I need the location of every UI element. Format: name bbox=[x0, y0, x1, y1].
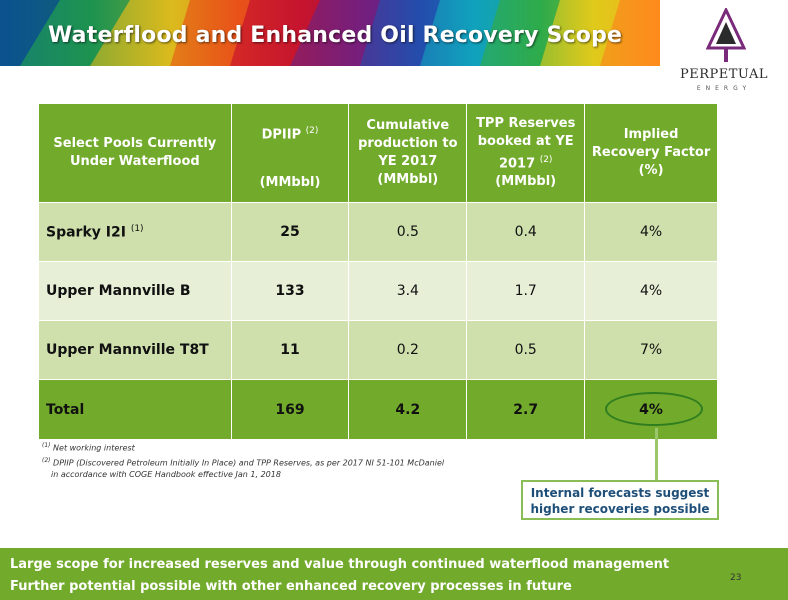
total-label: Total bbox=[38, 379, 232, 440]
table-row: Upper Mannville B 133 3.4 1.7 4% bbox=[38, 261, 718, 321]
waterflood-table: Select Pools Currently Under Waterflood … bbox=[38, 103, 718, 440]
header-dpiip-footnote: (2) bbox=[305, 126, 319, 136]
pool-footnote: (1) bbox=[130, 223, 144, 234]
page-title: Waterflood and Enhanced Oil Recovery Sco… bbox=[48, 23, 623, 48]
header-tpp: TPP Reserves booked at YE 2017 (2) (MMbb… bbox=[466, 103, 586, 203]
header-tpp-label: TPP Reserves booked at YE 2017 bbox=[476, 115, 576, 172]
pool-name: Upper Mannville B bbox=[46, 283, 191, 299]
company-logo: PERPETUAL ENERGY bbox=[660, 0, 788, 100]
footnote-1: (1) Net working interest bbox=[42, 440, 502, 455]
header-banner: Waterflood and Enhanced Oil Recovery Sco… bbox=[0, 0, 660, 66]
callout-connector bbox=[655, 428, 658, 480]
footnote-1-mark: (1) bbox=[42, 442, 51, 449]
header-tpp-unit: (MMbbl) bbox=[495, 174, 557, 190]
tpp-cell: 0.4 bbox=[466, 202, 586, 262]
footnote-2-continued: in accordance with COGE Handbook effecti… bbox=[51, 470, 281, 480]
pool-name: Sparky I2I bbox=[46, 224, 126, 241]
table-row: Upper Mannville T8T 11 0.2 0.5 7% bbox=[38, 320, 718, 380]
page-number: 23 bbox=[730, 573, 742, 583]
bottom-line-2: Further potential possible with other en… bbox=[10, 579, 572, 594]
header-pools: Select Pools Currently Under Waterflood bbox=[38, 103, 232, 203]
footnote-2: (2) DPIIP (Discovered Petroleum Initiall… bbox=[42, 455, 502, 470]
pool-name: Upper Mannville T8T bbox=[46, 342, 209, 358]
pool-name-cell: Upper Mannville T8T bbox=[38, 320, 232, 380]
header-recovery: Implied Recovery Factor (%) bbox=[584, 103, 718, 203]
table-total-row: Total 169 4.2 2.7 4% bbox=[38, 379, 718, 440]
header-dpiip-label: DPIIP bbox=[261, 127, 302, 143]
total-cumulative: 4.2 bbox=[348, 379, 468, 440]
dpiip-cell: 11 bbox=[230, 320, 350, 380]
table-header-row: Select Pools Currently Under Waterflood … bbox=[38, 103, 718, 203]
table-row: Sparky I2I (1) 25 0.5 0.4 4% bbox=[38, 202, 718, 262]
recovery-cell: 4% bbox=[584, 202, 718, 262]
cumulative-cell: 3.4 bbox=[348, 261, 468, 321]
pool-name-cell: Sparky I2I (1) bbox=[38, 202, 232, 262]
logo-subtitle: ENERGY bbox=[696, 85, 752, 92]
bottom-banner: Large scope for increased reserves and v… bbox=[0, 548, 788, 600]
callout-box: Internal forecasts suggest higher recove… bbox=[521, 480, 719, 520]
header-dpiip: DPIIP (2) (MMbbl) bbox=[230, 103, 350, 203]
footnote-2-mark: (2) bbox=[42, 456, 51, 464]
footnote-1-text: Net working interest bbox=[53, 443, 135, 453]
pool-name-cell: Upper Mannville B bbox=[38, 261, 232, 321]
dpiip-cell: 133 bbox=[230, 261, 350, 321]
highlight-oval bbox=[605, 392, 703, 426]
bottom-line-1: Large scope for increased reserves and v… bbox=[10, 557, 670, 572]
recovery-cell: 7% bbox=[584, 320, 718, 380]
banner-facets bbox=[0, 0, 660, 66]
header-tpp-footnote: (2) bbox=[539, 154, 553, 165]
logo-name: PERPETUAL bbox=[679, 67, 768, 82]
cumulative-cell: 0.2 bbox=[348, 320, 468, 380]
total-tpp: 2.7 bbox=[466, 379, 586, 440]
header-dpiip-unit: (MMbbl) bbox=[259, 175, 321, 190]
callout-line-1: Internal forecasts suggest bbox=[530, 486, 710, 500]
dpiip-cell: 25 bbox=[230, 202, 350, 262]
footnote-2-text: DPIIP (Discovered Petroleum Initially In… bbox=[53, 458, 445, 468]
triangle-logo-icon bbox=[706, 8, 746, 62]
recovery-cell: 4% bbox=[584, 261, 718, 321]
total-dpiip: 169 bbox=[230, 379, 350, 440]
tpp-cell: 0.5 bbox=[466, 320, 586, 380]
cumulative-cell: 0.5 bbox=[348, 202, 468, 262]
header-cumulative: Cumulative production to YE 2017 (MMbbl) bbox=[348, 103, 468, 203]
tpp-cell: 1.7 bbox=[466, 261, 586, 321]
footnotes: (1) Net working interest (2) DPIIP (Disc… bbox=[42, 440, 502, 481]
callout-line-2: higher recoveries possible bbox=[530, 502, 710, 516]
